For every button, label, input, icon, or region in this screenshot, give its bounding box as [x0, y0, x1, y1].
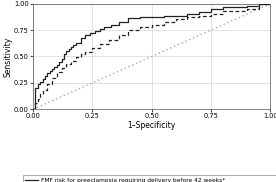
Y-axis label: Sensitivity: Sensitivity [4, 36, 13, 77]
X-axis label: 1–Specificity: 1–Specificity [128, 121, 176, 130]
Legend: FMF risk for preeclampsia requiring delivery before 42 weeks*, Predictor prior r: FMF risk for preeclampsia requiring deli… [23, 175, 276, 182]
